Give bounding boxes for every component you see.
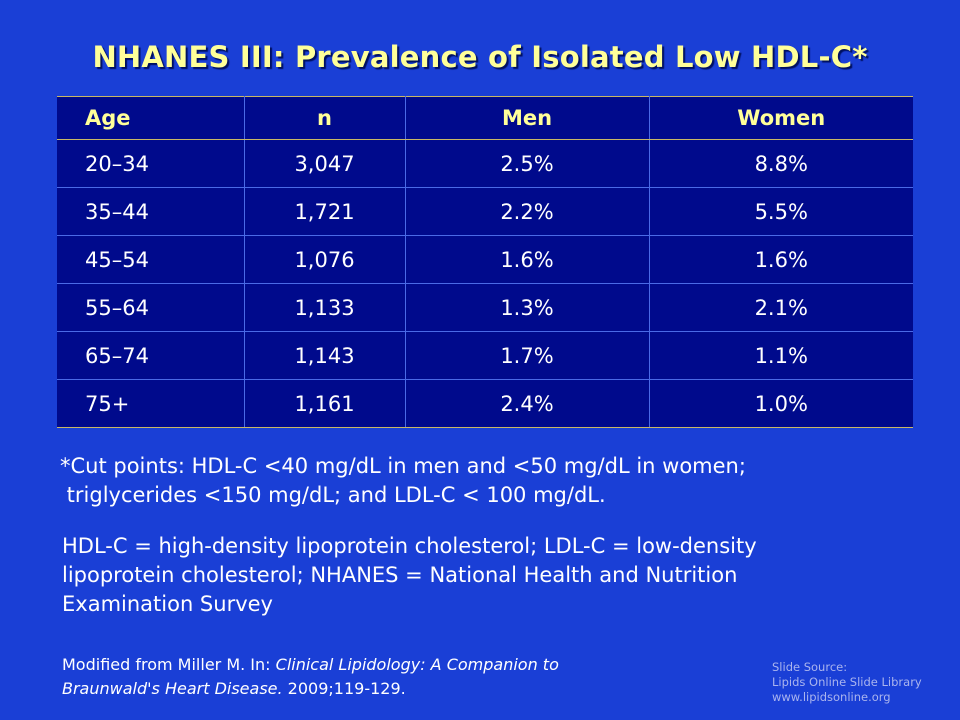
citation: Modified from Miller M. In: Clinical Lip… bbox=[62, 653, 559, 701]
abbreviation-line: lipoprotein cholesterol; NHANES = Nation… bbox=[62, 563, 738, 587]
cell-age: 20–34 bbox=[57, 139, 245, 188]
table-row: 55–64 1,133 1.3% 2.1% bbox=[57, 283, 913, 332]
cell-men: 2.4% bbox=[404, 379, 650, 428]
cell-age: 35–44 bbox=[57, 187, 245, 236]
cell-n: 1,133 bbox=[243, 283, 406, 332]
table-row: 35–44 1,721 2.2% 5.5% bbox=[57, 187, 913, 236]
cell-n: 1,143 bbox=[243, 331, 406, 380]
source-label: Slide Source: bbox=[772, 660, 848, 674]
cell-age: 65–74 bbox=[57, 331, 245, 380]
abbreviation-line: Examination Survey bbox=[62, 592, 273, 616]
source-library: Lipids Online Slide Library bbox=[772, 675, 922, 689]
header-women: Women bbox=[648, 96, 913, 140]
citation-suffix: 2009;119-129. bbox=[282, 679, 406, 698]
table-header-row: Age n Men Women bbox=[57, 96, 913, 140]
slide-source: Slide Source: Lipids Online Slide Library… bbox=[772, 660, 922, 705]
footnote-line: *Cut points: HDL-C <40 mg/dL in men and … bbox=[60, 454, 746, 478]
abbreviations-note: HDL-C = high-density lipoprotein cholest… bbox=[62, 532, 757, 619]
table-row: 20–34 3,047 2.5% 8.8% bbox=[57, 139, 913, 188]
source-url: www.lipidsonline.org bbox=[772, 690, 891, 704]
cell-women: 5.5% bbox=[648, 187, 913, 236]
cell-men: 2.5% bbox=[404, 139, 650, 188]
cell-men: 1.3% bbox=[404, 283, 650, 332]
cell-age: 45–54 bbox=[57, 235, 245, 284]
slide-title: NHANES III: Prevalence of Isolated Low H… bbox=[92, 40, 868, 74]
citation-book-title: Clinical Lipidology: A Companion to bbox=[275, 655, 559, 674]
table-row: 75+ 1,161 2.4% 1.0% bbox=[57, 379, 913, 428]
cell-men: 1.6% bbox=[404, 235, 650, 284]
cell-n: 1,076 bbox=[243, 235, 406, 284]
citation-book-title-cont: Braunwald's Heart Disease. bbox=[62, 679, 283, 698]
cell-women: 1.0% bbox=[648, 379, 913, 428]
header-men: Men bbox=[404, 96, 650, 140]
cell-n: 1,161 bbox=[243, 379, 406, 428]
abbreviation-line: HDL-C = high-density lipoprotein cholest… bbox=[62, 534, 757, 558]
cell-women: 1.6% bbox=[648, 235, 913, 284]
cell-women: 8.8% bbox=[648, 139, 913, 188]
cut-points-footnote: *Cut points: HDL-C <40 mg/dL in men and … bbox=[60, 452, 746, 510]
header-age: Age bbox=[57, 96, 245, 140]
prevalence-table: Age n Men Women 20–34 3,047 2.5% 8.8% 35… bbox=[57, 96, 913, 428]
footnote-line: triglycerides <150 mg/dL; and LDL-C < 10… bbox=[60, 483, 606, 507]
header-n: n bbox=[243, 96, 406, 140]
cell-age: 55–64 bbox=[57, 283, 245, 332]
table-row: 65–74 1,143 1.7% 1.1% bbox=[57, 331, 913, 380]
cell-n: 3,047 bbox=[243, 139, 406, 188]
table-row: 45–54 1,076 1.6% 1.6% bbox=[57, 235, 913, 284]
citation-prefix: Modified from Miller M. In: bbox=[62, 655, 276, 674]
cell-women: 1.1% bbox=[648, 331, 913, 380]
cell-age: 75+ bbox=[57, 379, 245, 428]
cell-men: 1.7% bbox=[404, 331, 650, 380]
cell-n: 1,721 bbox=[243, 187, 406, 236]
cell-men: 2.2% bbox=[404, 187, 650, 236]
cell-women: 2.1% bbox=[648, 283, 913, 332]
